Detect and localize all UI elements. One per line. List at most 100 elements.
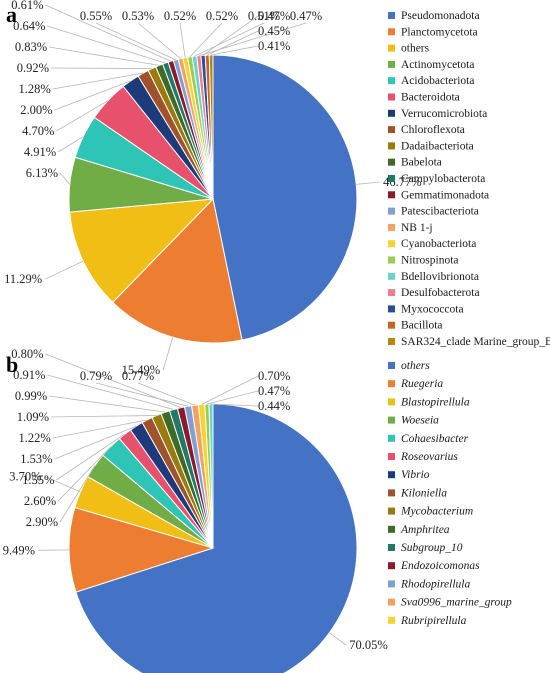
legend-b-swatch-3 [388,416,395,424]
pie-b-leader-4 [57,446,112,502]
legend-a-label-0: Pseudomonadota [401,10,480,22]
legend-a-swatch-1 [388,28,395,36]
legend-a-swatch-2 [388,44,395,52]
pie-a-leader-16 [194,22,265,57]
pie-a-leader-10 [47,25,166,64]
pie-b-label-1: 9.49% [3,543,35,557]
legend-b-label-5: Roseovarius [400,451,458,463]
legend-a: Pseudomonadota Planctomycetota others Actin… [388,10,550,348]
pie-a-leader-18 [202,15,259,56]
pie-a-label-8: 0.92% [17,61,49,75]
legend-a-swatch-10 [388,175,395,182]
pie-a-leader-12 [95,22,176,61]
pie-b-label-14: 0.70% [258,369,290,383]
pie-a-label-9: 0.83% [15,40,47,54]
pie-a-leader-6 [54,80,131,111]
pie-a-label-12: 0.55% [80,9,112,23]
pie-a-label-14: 0.52% [164,9,196,23]
pie-a-leader-9 [49,46,160,66]
pie-b-label-15: 0.47% [258,384,290,398]
legend-b-label-4: Cohaesibacter [401,433,469,445]
legend-b-swatch-8 [388,507,395,515]
pie-b-leader-3 [59,465,96,523]
pie-b-label-3: 2.90% [26,515,58,529]
legend-b: others Ruegeria Blastopirellula Woeseia Coha… [388,360,512,627]
legend-a-swatch-0 [388,12,395,19]
legend-b-swatch-6 [388,471,395,479]
legend-a-swatch-6 [388,109,395,117]
legend-a-label-11: Gemmatimonadota [401,189,489,201]
legend-b-label-14: Rubripirellula [400,615,467,627]
pie-a-leader-3 [59,172,71,185]
pie-a-label-20: 0.41% [258,39,290,53]
pie-a-label-3: 6.13% [26,166,58,180]
pie-b-slice-1 [68,506,215,593]
legend-b-swatch-10 [388,544,395,551]
legend-b-swatch-12 [388,580,395,588]
legend-b-label-3: Woeseia [401,415,439,427]
legend-a-label-10: Campylobacterota [401,173,485,185]
pie-chart-a: 46.77%15.49%11.29%6.13%4.91%4.70%2.00%1.… [4,0,550,377]
pie-b-label-2: 3.70% [9,470,41,484]
pie-a-label-15: 0.52% [206,9,238,23]
legend-a-swatch-18 [388,305,395,313]
legend-b-label-11: Endozoicomonas [400,560,480,572]
pie-a-slice-2 [69,198,215,304]
panel-label-a: a [6,2,17,27]
pie-b-label-9: 0.99% [15,389,47,403]
pie-a-leader-0 [356,181,381,185]
legend-a-label-15: Nitrospinota [401,255,459,267]
legend-a-swatch-3 [388,60,395,68]
pie-a-label-11: 0.61% [11,0,43,12]
pie-a-leader-5 [56,100,108,132]
pie-a-label-17: 0.47% [290,9,322,23]
pie-a-leader-13 [137,22,181,60]
legend-a-swatch-9 [388,158,395,166]
pie-b-label-4: 2.60% [24,494,56,508]
pie-a-label-5: 4.70% [22,124,54,138]
legend-a-label-14: Cyanobacteriota [401,238,476,250]
legend-b-label-7: Kiloniella [400,487,447,499]
legend-a-swatch-16 [388,272,395,280]
legend-b-swatch-13 [388,598,395,606]
legend-a-label-3: Actinomycetota [401,59,474,71]
legend-a-label-9: Babelota [401,157,442,169]
pie-b-leader-15 [206,390,259,405]
pie-b-label-7: 1.22% [19,431,51,445]
legend-a-label-5: Bacteroidota [401,92,460,104]
legend-b-label-8: Mycobacterium [400,506,473,518]
pie-a-leader-15 [189,22,223,58]
pie-a-leader-20 [211,45,259,56]
pie-a-leader-11 [45,4,171,62]
pie-a-label-6: 2.00% [20,103,52,117]
legend-a-label-8: Dadaibacteriota [401,140,474,152]
legend-a-label-20: SAR324_clade Marine_group_B [401,336,550,348]
legend-a-label-6: Verrucomicrobiota [401,108,487,120]
legend-a-label-1: Planctomycetota [401,26,478,38]
pie-b-label-11: 0.80% [11,347,43,361]
legend-b-label-12: Rhodopirellula [400,578,470,590]
legend-a-label-7: Chloroflexota [401,124,465,136]
pie-a-label-4: 4.91% [24,145,56,159]
pie-b-leader-10 [47,374,174,410]
pie-b-leader-6 [54,425,137,460]
pie-a-slice-0 [212,54,358,341]
pie-a-label-10: 0.64% [13,19,45,33]
legend-a-swatch-11 [388,191,395,199]
legend-b-label-2: Blastopirellula [401,396,470,408]
legend-a-swatch-12 [388,207,395,215]
legend-b-label-6: Vibrio [401,469,430,481]
legend-a-swatch-5 [388,93,395,101]
pie-a-leader-7 [52,72,144,90]
pie-a-leader-1 [162,337,174,371]
legend-b-label-13: Sva0996_marine_group [401,597,512,609]
pie-b-label-16: 0.44% [258,399,290,413]
pie-b-leader-2 [44,476,81,493]
pie-a-slice-1 [112,197,243,344]
pie-b-leader-5 [56,433,126,481]
legend-a-swatch-8 [388,142,395,150]
pie-b-leader-14 [201,375,259,405]
pie-b-label-10: 0.91% [13,368,45,382]
pie-a-label-13: 0.53% [122,9,154,23]
